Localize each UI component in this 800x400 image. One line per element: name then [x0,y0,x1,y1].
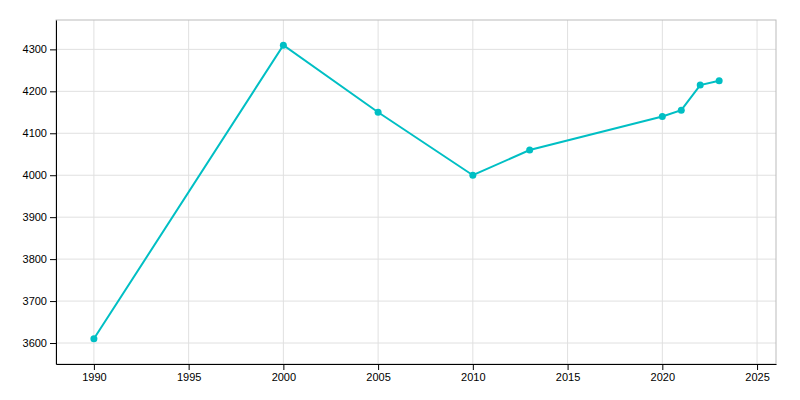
tick-label: 1990 [82,371,106,383]
tick-label: 4100 [23,127,47,139]
grid-line [567,20,568,364]
tick-mark [662,364,663,370]
point [659,113,666,120]
point [469,172,476,179]
tick-mark [189,364,190,370]
tick: 3600 [23,337,56,349]
tick-label: 2025 [745,371,769,383]
tick: 2020 [651,364,675,383]
grid-line [56,133,776,134]
tick: 4100 [23,127,56,139]
tick-mark [50,91,56,92]
axis-line [57,364,777,365]
point [280,42,287,49]
tick-label: 2010 [461,371,485,383]
tick: 4200 [23,85,56,97]
tick: 2010 [461,364,485,383]
grid-line [283,20,284,364]
grid-line [56,49,776,50]
x-axis: 1990 1995 2000 2005 2010 2015 2020 2025 [57,364,777,383]
grid-line [56,217,776,218]
grid-line [378,20,379,364]
tick-mark [50,133,56,134]
y-axis: 3600 3700 3800 3900 4000 4100 4200 4300 [23,21,57,365]
tick-label: 2000 [272,371,296,383]
tick-mark [50,175,56,176]
tick-label: 1995 [177,371,201,383]
tick: 2005 [366,364,390,383]
grid-line [757,20,758,364]
tick-mark [568,364,569,370]
grid-line [662,20,663,364]
point [526,147,533,154]
grid-line [56,301,776,302]
line [94,45,719,339]
tick-label: 2020 [651,371,675,383]
tick: 1990 [82,364,106,383]
tick-mark [473,364,474,370]
tick: 4000 [23,169,56,181]
marks [90,42,722,343]
point [678,107,685,114]
point [697,82,704,89]
tick: 2025 [745,364,769,383]
tick-mark [757,364,758,370]
chart: 1990 1995 2000 2005 2010 2015 2020 2025 3600 3700… [0,0,800,400]
tick-label: 3700 [23,295,47,307]
tick: 2000 [272,364,296,383]
tick-mark [50,217,56,218]
tick-label: 3600 [23,337,47,349]
tick-label: 3800 [23,253,47,265]
tick: 2015 [556,364,580,383]
tick: 3800 [23,253,56,265]
tick: 3900 [23,211,56,223]
grid-line [56,343,776,344]
point [90,335,97,342]
point [716,77,723,84]
plot-frame [56,20,776,364]
tick-mark [283,364,284,370]
tick-label: 2015 [556,371,580,383]
tick-mark [50,49,56,50]
tick-label: 4300 [23,43,47,55]
tick: 4300 [23,43,56,55]
plot: 1990 1995 2000 2005 2010 2015 2020 2025 3600 3700… [23,20,777,383]
grid-line [56,259,776,260]
tick-mark [94,364,95,370]
tick-label: 2005 [366,371,390,383]
tick-label: 4000 [23,169,47,181]
grid-line [56,91,776,92]
tick-mark [50,259,56,260]
grid-line [93,20,94,364]
point [375,109,382,116]
tick-label: 4200 [23,85,47,97]
tick: 1995 [177,364,201,383]
axis-line [56,21,57,365]
grid [56,20,776,364]
tick-mark [50,301,56,302]
tick-label: 3900 [23,211,47,223]
tick: 3700 [23,295,56,307]
tick-mark [378,364,379,370]
tick-mark [50,343,56,344]
grid-line [472,20,473,364]
grid-line [56,175,776,176]
